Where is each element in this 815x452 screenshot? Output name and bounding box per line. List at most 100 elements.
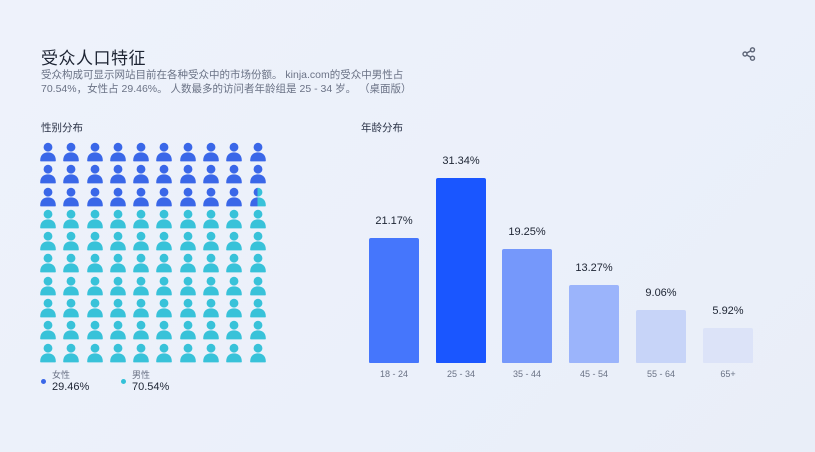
person-icon [249,187,266,206]
person-icon [63,231,80,251]
legend-female: 女性 29.46% [41,370,89,394]
person-icon [203,321,219,340]
person-icon [203,298,219,318]
legend-male: 男性 70.54% [121,370,169,394]
person-icon [179,276,196,296]
gender-pictogram [39,142,272,365]
page-description: 受众构成可显示网站目前在各种受众中的市场份额。 kinja.com的受众中男性占… [41,69,412,95]
share-button[interactable] [741,46,757,62]
person-icon [203,187,219,206]
male-dot [121,379,126,384]
legend-female-label: 女性 [52,370,71,380]
person-icon [179,321,196,340]
person-icon [110,142,126,162]
person-icon [203,165,219,184]
person-icon [110,254,126,273]
person-icon [110,209,126,229]
age-section-label: 年龄分布 [361,122,403,134]
person-icon [203,231,219,251]
person-icon [86,254,103,273]
gender-section-label: 性别分布 [41,122,83,134]
person-icon [63,298,80,318]
person-icon [63,165,80,184]
person-icon [226,165,243,184]
person-icon [249,231,266,251]
age-bar[interactable] [369,238,419,363]
person-icon [86,187,103,206]
person-icon [86,142,103,162]
person-icon [249,276,266,296]
person-icon [40,254,56,273]
person-icon [179,254,196,273]
person-icon [179,165,196,184]
person-icon [249,298,266,318]
bar-value-label: 9.06% [645,287,677,299]
bar-value-label: 31.34% [442,155,480,167]
person-icon [156,209,173,229]
person-icon [156,254,173,273]
age-bar[interactable] [502,249,552,363]
bar-category-label: 35 - 44 [512,369,542,379]
person-icon [133,209,149,229]
person-icon [133,298,149,318]
age-bar[interactable] [436,178,486,363]
person-icon [63,276,80,296]
age-bar[interactable] [636,310,686,363]
person-icon [156,165,173,184]
person-icon [110,276,126,296]
person-icon [133,142,149,162]
person-icon [133,276,149,296]
person-icon [40,209,56,229]
person-icon [86,209,103,229]
person-icon [110,231,126,251]
person-icon [40,231,56,251]
person-icon [40,343,56,363]
person-icon [249,165,266,184]
bar-category-label: 55 - 64 [646,369,676,379]
bar-category-label: 18 - 24 [379,369,409,379]
person-icon [63,187,80,206]
person-icon [63,209,80,229]
person-icon [203,142,219,162]
share-icon [742,47,756,61]
person-icon [249,142,266,162]
bar-value-label: 5.92% [712,305,744,317]
legend-male-value: 70.54% [132,381,170,393]
person-icon [86,343,103,363]
bar-value-label: 13.27% [575,262,613,274]
person-icon [179,298,196,318]
person-icon [156,142,173,162]
person-icon [156,298,173,318]
person-icon [110,165,126,184]
person-icon [226,254,243,273]
person-icon [249,209,266,229]
person-icon [203,343,219,363]
person-icon [110,321,126,340]
person-icon [179,187,196,206]
person-icon [40,321,56,340]
person-icon [156,321,173,340]
person-icon [133,165,149,184]
person-icon [179,231,196,251]
person-icon [203,276,219,296]
person-icon [86,231,103,251]
person-icon [179,209,196,229]
person-icon [179,343,196,363]
female-dot [41,379,46,384]
person-icon [226,142,243,162]
person-icon [156,276,173,296]
person-icon [40,142,56,162]
person-icon [133,231,149,251]
age-bar[interactable] [703,328,753,363]
person-icon [40,276,56,296]
person-icon [226,187,243,206]
person-icon [156,343,173,363]
person-icon [249,254,266,273]
person-icon [133,321,149,340]
person-icon [156,187,173,206]
person-icon [226,209,243,229]
person-icon [226,343,243,363]
age-bar[interactable] [569,285,619,363]
person-icon [249,343,266,363]
bar-value-label: 19.25% [508,226,546,238]
